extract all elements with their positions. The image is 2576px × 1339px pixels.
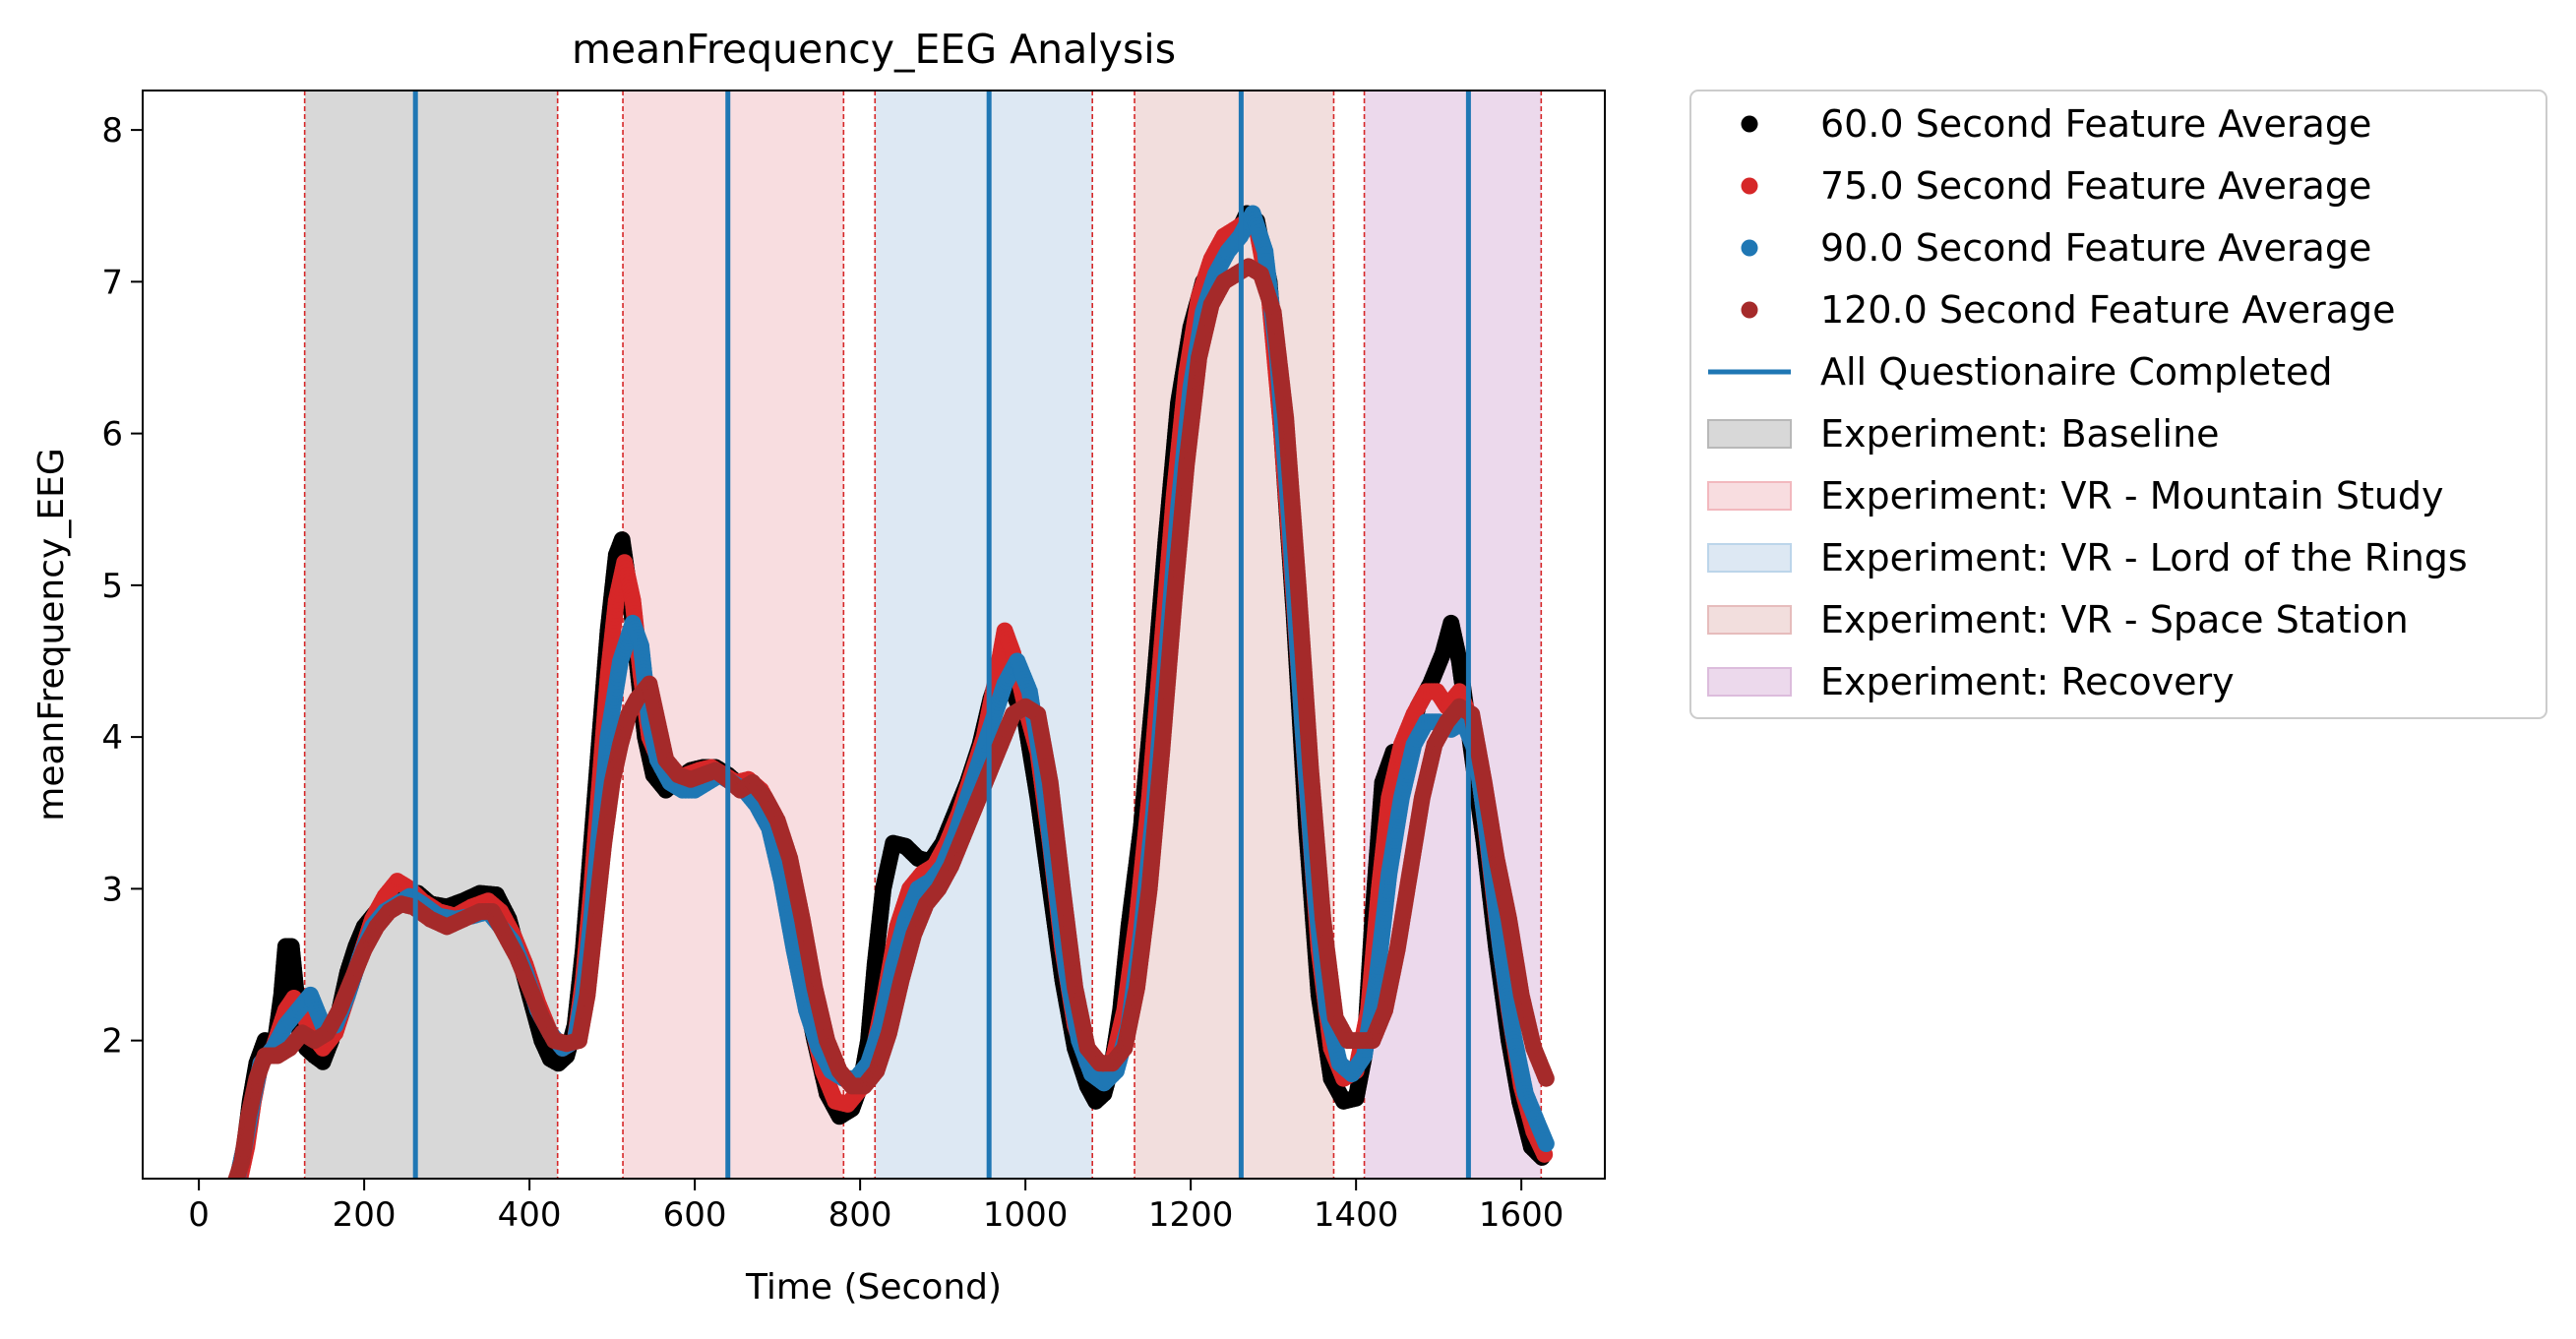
region-2 [875, 91, 1093, 1179]
